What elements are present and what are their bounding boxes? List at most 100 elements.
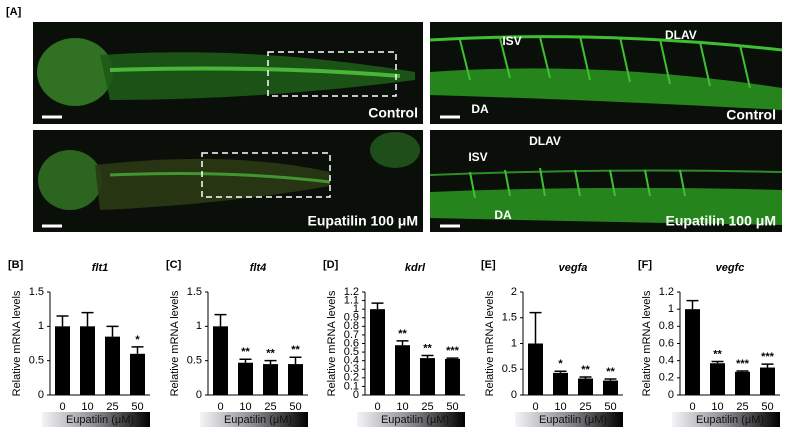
dose-gradient (42, 412, 150, 427)
y-tick-label: 0.6 (659, 337, 674, 349)
y-tick-label: 0.5 (502, 363, 517, 375)
x-tick-label: 0 (374, 401, 380, 413)
x-tick-label: 0 (689, 401, 695, 413)
bar (710, 363, 725, 395)
chart-title: vegfa (559, 262, 588, 274)
significance-label: *** (761, 351, 775, 363)
panel-label: [F] (638, 259, 652, 271)
error-bar (421, 354, 434, 359)
error-bar (396, 340, 409, 346)
significance-label: ** (241, 346, 250, 358)
panel-label: [A] (6, 6, 22, 18)
y-tick-label: 1.5 (29, 286, 44, 298)
y-tick-label: 0.1 (344, 380, 359, 392)
chart-title: flt1 (92, 262, 109, 274)
x-tick-label: 10 (81, 401, 93, 413)
error-bar (711, 360, 724, 364)
bar (445, 358, 460, 395)
error-bar (529, 311, 542, 344)
bar (395, 345, 410, 395)
y-tick-label: 0.5 (344, 346, 359, 358)
x-tick-label: 50 (289, 401, 301, 413)
significance-label: ** (291, 344, 300, 356)
error-bar (446, 357, 459, 359)
y-tick-label: 0.9 (344, 312, 359, 324)
x-tick-label: 10 (239, 401, 251, 413)
bar (420, 358, 435, 395)
y-tick-label: 1.5 (502, 312, 517, 324)
error-bar (56, 315, 69, 327)
error-bar (289, 356, 302, 365)
micrograph: Eupatilin 100 μM (33, 130, 423, 232)
y-tick-label: 0 (511, 389, 517, 401)
y-axis-label: Relative mRNA levels (641, 290, 653, 396)
image-label: Control (368, 105, 418, 121)
error-bar (371, 302, 384, 310)
chart-title: kdrl (405, 262, 426, 274)
error-bar (579, 376, 592, 379)
y-tick-label: 0.4 (659, 355, 674, 367)
micrograph: ISV DLAV DA Control (429, 22, 783, 124)
y-tick-label: 1 (668, 303, 674, 315)
panel-label: [C] (166, 259, 182, 271)
error-bar (264, 359, 277, 365)
x-tick-label: 25 (421, 401, 433, 413)
annotation: DA (494, 208, 512, 222)
y-tick-label: 1.2 (659, 286, 674, 298)
x-tick-label: 25 (579, 401, 591, 413)
y-tick-label: 2 (511, 286, 517, 298)
error-bar (604, 378, 617, 381)
x-axis-label: Eupatilin (μM) (381, 414, 449, 426)
image-label: Eupatilin 100 μM (666, 213, 776, 229)
image-label: Control (726, 107, 776, 123)
bar (55, 326, 70, 395)
dose-gradient (515, 412, 623, 427)
x-axis-label: Eupatilin (μM) (539, 414, 607, 426)
image-label: Eupatilin 100 μM (308, 213, 418, 229)
x-tick-label: 0 (217, 401, 223, 413)
significance-label: *** (446, 345, 460, 357)
bar (80, 326, 95, 395)
error-bar (686, 299, 699, 310)
error-bar (214, 313, 227, 327)
y-tick-label: 0 (668, 389, 674, 401)
bar (105, 336, 120, 395)
significance-label: ** (398, 328, 407, 340)
bar (735, 371, 750, 395)
bar (263, 364, 278, 395)
annotation: DLAV (529, 134, 561, 148)
x-tick-label: 10 (396, 401, 408, 413)
x-tick-label: 10 (711, 401, 723, 413)
micrograph: Control (33, 22, 423, 124)
error-bar (81, 311, 94, 327)
bar (370, 309, 385, 395)
y-tick-label: 0.7 (344, 329, 359, 341)
micrograph: ISV DLAV DA Eupatilin 100 μM (429, 130, 783, 232)
y-tick-label: 0.5 (187, 355, 202, 367)
bar (528, 343, 543, 395)
y-tick-label: 0.5 (29, 355, 44, 367)
y-tick-label: 0.3 (344, 363, 359, 375)
significance-label: *** (736, 358, 750, 370)
chart-title: flt4 (250, 262, 267, 274)
x-tick-label: 0 (59, 401, 65, 413)
bar (238, 362, 253, 395)
y-tick-label: 1 (196, 320, 202, 332)
annotation: DLAV (665, 28, 697, 42)
bar (578, 378, 593, 395)
panel-label: [B] (8, 259, 24, 271)
bar (760, 367, 775, 395)
dose-gradient (357, 412, 465, 427)
significance-label: ** (581, 364, 590, 376)
y-tick-label: 0 (353, 389, 359, 401)
x-tick-label: 50 (761, 401, 773, 413)
y-tick-label: 0.8 (659, 320, 674, 332)
annotation: ISV (468, 150, 487, 164)
annotation: ISV (502, 34, 521, 48)
y-tick-label: 1.2 (344, 286, 359, 298)
significance-label: ** (423, 342, 432, 354)
y-tick-label: 1.1 (344, 294, 359, 306)
bar (288, 364, 303, 395)
x-axis-label: Eupatilin (μM) (66, 414, 134, 426)
